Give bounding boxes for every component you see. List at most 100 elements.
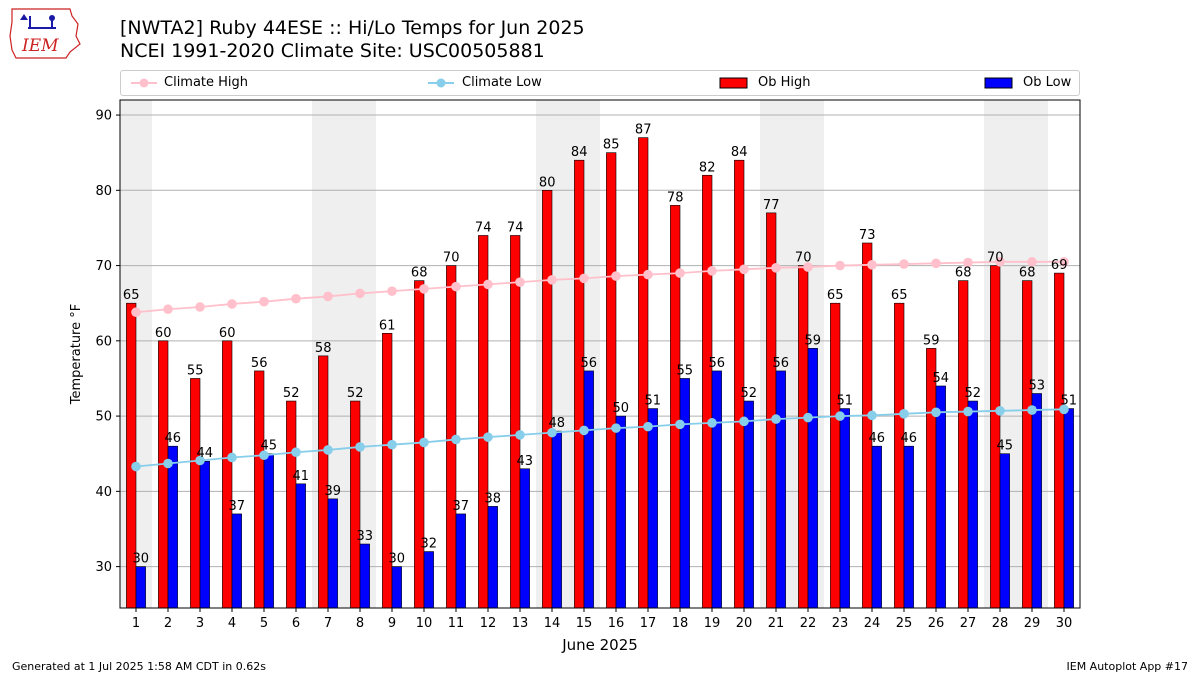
ob-low-bar [903, 445, 914, 609]
climate-high-point [451, 281, 461, 292]
x-tick-label: 6 [292, 616, 300, 631]
ob-low-bar [135, 566, 146, 609]
x-tick-label: 23 [832, 616, 849, 631]
ob-low-bar [647, 408, 658, 609]
x-tick-label: 25 [896, 616, 913, 631]
ob-high-bar-label: 70 [987, 251, 1004, 266]
ob-low-bar [455, 513, 466, 609]
ob-low-bar-label: 45 [997, 439, 1014, 454]
climate-lines [131, 257, 1069, 472]
climate-low-point [451, 434, 461, 445]
climate-high-point [995, 257, 1005, 267]
ob-low-bar-label: 52 [965, 386, 982, 401]
ob-high-bar-label: 84 [731, 145, 748, 160]
ob-low-bar [679, 378, 690, 609]
ob-low-bar-label: 56 [709, 356, 726, 371]
x-tick-label: 13 [512, 616, 529, 631]
legend-item-climate-high: Climate High [129, 74, 329, 92]
y-tick-label: 70 [95, 259, 112, 274]
ob-high-bar-label: 61 [379, 318, 396, 333]
logo-text: IEM [21, 36, 59, 56]
ob-high-bar-label: 52 [283, 386, 300, 401]
ob-high-bar [382, 333, 393, 609]
climate-low-point [515, 430, 525, 440]
iem-logo: IEM [9, 8, 81, 59]
ob-high-bar-label: 74 [475, 220, 492, 235]
ob-low-bar [807, 348, 818, 609]
ob-high-bar-label: 52 [347, 386, 364, 401]
ob-high-bar [990, 265, 1001, 609]
climate-high-line [135, 260, 1064, 314]
climate-high-swatch [131, 78, 157, 88]
ob-low-bar-label: 30 [389, 552, 406, 567]
ob-low-bar-label: 46 [165, 431, 182, 446]
ob-low-bar [519, 468, 530, 609]
ob-high-bar [1054, 272, 1065, 609]
climate-high-point [259, 296, 269, 307]
legend-label-climate-low: Climate Low [462, 75, 542, 90]
ob-low-bar [935, 385, 946, 609]
ob-low-bar [295, 483, 306, 609]
climate-low-point [131, 461, 141, 472]
legend-item-climate-low: Climate Low [426, 74, 626, 92]
ob-low-bar [391, 566, 402, 609]
ob-low-bar-label: 51 [837, 394, 854, 409]
ob-low-bar-label: 56 [581, 356, 598, 371]
climate-high-point [195, 302, 205, 312]
ob-low-bar-label: 45 [261, 439, 278, 454]
climate-low-point [835, 411, 845, 421]
ob-high-bar-label: 65 [123, 288, 140, 303]
climate-low-point [899, 409, 909, 419]
chart-title: [NWTA2] Ruby 44ESE :: Hi/Lo Temps for Ju… [120, 17, 585, 39]
x-tick-label: 22 [800, 616, 817, 631]
legend-item-ob-high: Ob High [719, 74, 869, 92]
ob-low-bar [487, 506, 498, 609]
x-tick-label: 24 [864, 616, 881, 631]
climate-high-point [611, 271, 621, 281]
ob-low-bar [967, 400, 978, 609]
legend-label-ob-low: Ob Low [1023, 75, 1072, 90]
climate-high-point [227, 299, 237, 309]
plot-frame [119, 99, 1081, 609]
x-tick-label: 29 [1024, 616, 1041, 631]
climate-high-point [803, 262, 813, 272]
ob-high-bar-label: 59 [923, 333, 940, 348]
ob-low-bar-label: 38 [485, 491, 502, 506]
climate-high-point [323, 291, 333, 302]
climate-low-point [579, 425, 589, 436]
ob-high-bar [862, 242, 873, 609]
climate-low-point [483, 432, 493, 442]
bars [126, 137, 1074, 609]
climate-low-swatch [428, 78, 454, 88]
ob-high-bar-label: 74 [507, 220, 524, 235]
ob-low-bar-label: 37 [453, 499, 470, 514]
climate-high-point [355, 288, 365, 299]
ob-high-bar-label: 60 [155, 326, 172, 341]
climate-high-point [515, 277, 525, 287]
climate-high-point [931, 258, 941, 269]
ob-high-bar-label: 68 [955, 266, 972, 281]
temperature-chart: 6530604655446037564552415839523361306832… [69, 99, 1081, 654]
legend-label-ob-high: Ob High [758, 75, 811, 90]
climate-low-point [643, 421, 653, 432]
ob-high-bar-label: 65 [891, 288, 908, 303]
ob-low-bar-label: 46 [869, 431, 886, 446]
ob-high-bar [510, 235, 521, 609]
ob-high-bar [638, 137, 649, 609]
y-tick-label: 90 [95, 109, 112, 124]
ob-low-bar-label: 46 [901, 431, 918, 446]
ob-low-bar [711, 370, 722, 609]
climate-low-point [195, 455, 205, 466]
ob-high-bar [958, 280, 969, 609]
x-tick-label: 11 [448, 616, 465, 631]
ob-low-bar [263, 453, 274, 609]
ob-low-bar [615, 415, 626, 609]
climate-low-point [163, 458, 173, 469]
ob-high-bar-label: 82 [699, 160, 716, 175]
climate-low-point [1059, 404, 1069, 415]
ob-high-bar [318, 355, 329, 609]
ob-low-bar-label: 30 [133, 552, 150, 567]
gridlines [120, 114, 1080, 568]
ob-high-bar-label: 58 [315, 341, 332, 356]
